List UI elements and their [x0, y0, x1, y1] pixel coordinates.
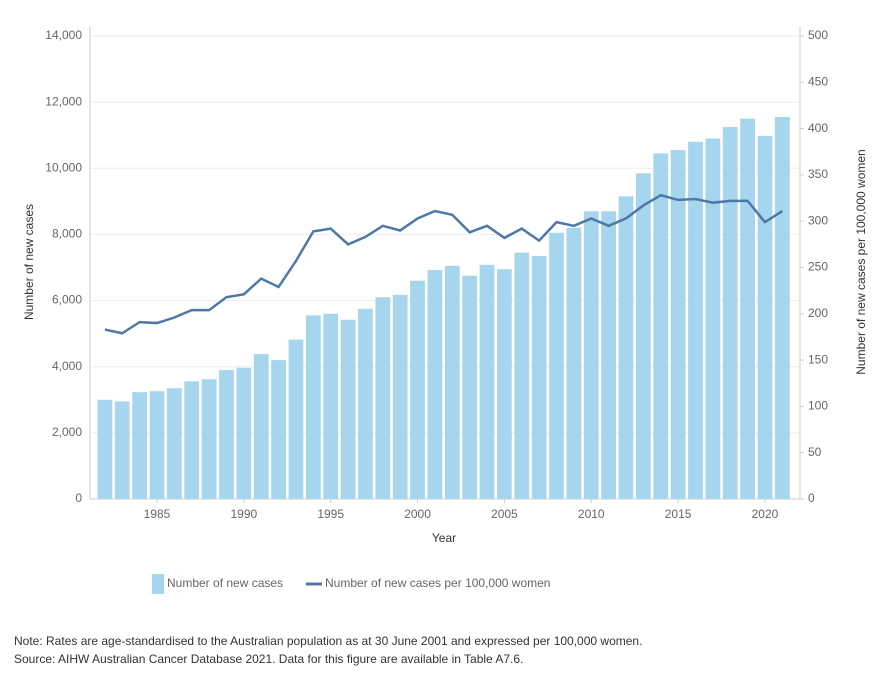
bar — [253, 354, 269, 499]
x-tick-label: 2020 — [752, 507, 779, 521]
bar — [462, 275, 478, 499]
y-tick-label: 4,000 — [52, 359, 82, 373]
bar — [271, 360, 286, 499]
bar — [618, 196, 634, 499]
line — [104, 193, 784, 335]
y-tick-label: 6,000 — [52, 293, 82, 307]
y2-axis-title: Number of new cases per 100,000 women — [854, 149, 868, 374]
y2-tick-label: 400 — [808, 121, 828, 135]
y2-tick-label: 500 — [808, 28, 828, 42]
bar — [774, 117, 790, 500]
bar — [601, 211, 617, 499]
bar — [166, 388, 182, 499]
bar — [427, 270, 443, 499]
bar — [670, 150, 686, 499]
y2-tick-label: 300 — [808, 213, 828, 227]
x-tick-label: 2005 — [491, 507, 518, 521]
x-axis-title: Year — [432, 531, 456, 545]
bar — [514, 252, 530, 499]
y-tick-label: 8,000 — [52, 227, 82, 241]
bar — [305, 315, 321, 499]
bar — [97, 399, 113, 499]
bar — [219, 370, 234, 499]
bar — [497, 269, 512, 499]
y2-tick-label: 150 — [808, 352, 828, 366]
bar — [201, 379, 217, 499]
bar — [705, 138, 721, 499]
x-tick-label: 1995 — [317, 507, 344, 521]
y2-tick-label: 350 — [808, 167, 828, 181]
source: Source: AIHW Australian Cancer Database … — [14, 652, 523, 666]
bar — [114, 401, 130, 499]
legend-label: Number of new cases per 100,000 women — [325, 576, 550, 590]
bar — [722, 126, 738, 500]
x-tick-label: 1990 — [230, 507, 257, 521]
y-tick-label: 12,000 — [45, 94, 82, 108]
bar — [340, 319, 356, 499]
bar — [653, 153, 669, 499]
bar — [531, 255, 547, 499]
bar — [566, 227, 582, 500]
bar — [444, 265, 460, 499]
bar — [132, 392, 147, 499]
bar — [184, 381, 200, 499]
y2-tick-label: 100 — [808, 399, 828, 413]
bar — [149, 391, 165, 499]
bar — [358, 308, 373, 499]
bar — [392, 294, 408, 499]
bar — [410, 280, 425, 499]
bar — [288, 339, 304, 499]
y2-tick-label: 200 — [808, 306, 828, 320]
y-tick-label: 14,000 — [45, 28, 82, 42]
legend-label: Number of new cases — [167, 576, 283, 590]
x-tick-label: 2000 — [404, 507, 431, 521]
x-tick-label: 1985 — [144, 507, 171, 521]
bar — [757, 135, 773, 499]
bar — [635, 173, 651, 499]
legend-swatch — [152, 574, 164, 594]
y2-tick-label: 250 — [808, 260, 828, 274]
bar — [740, 118, 755, 499]
bar — [688, 141, 703, 500]
y2-tick-label: 450 — [808, 74, 828, 88]
bar — [583, 211, 599, 499]
y-axis-title: Number of new cases — [22, 204, 36, 320]
bar — [375, 297, 391, 499]
y-tick-label: 2,000 — [52, 425, 82, 439]
bar — [323, 313, 339, 499]
y2-tick-label: 50 — [808, 445, 822, 459]
y2-tick-label: 0 — [808, 491, 815, 505]
bar — [236, 367, 252, 499]
y-tick-label: 10,000 — [45, 160, 82, 174]
x-tick-label: 2015 — [665, 507, 692, 521]
x-tick-label: 2010 — [578, 507, 605, 521]
note: Note: Rates are age-standardised to the … — [14, 634, 642, 648]
y-tick-label: 0 — [75, 491, 82, 505]
bar — [549, 232, 564, 499]
bar — [479, 264, 495, 499]
